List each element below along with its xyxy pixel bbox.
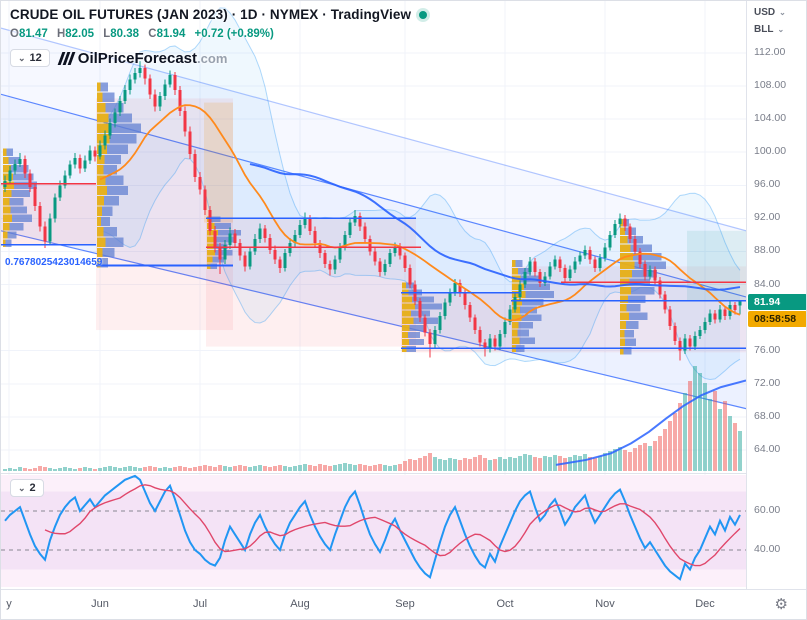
oscillator-tick-label: 60.00 <box>754 504 781 516</box>
change-value: +0.72 (+0.89%) <box>194 28 274 40</box>
price-tick-label: 64.00 <box>754 443 781 455</box>
high-label: H <box>56 28 66 40</box>
pane-separator[interactable] <box>1 473 746 474</box>
time-tick-label: Jun <box>91 598 109 610</box>
symbol-title[interactable]: CRUDE OIL FUTURES (JAN 2023) · 1D · NYME… <box>10 7 412 22</box>
price-tick-label: 92.00 <box>754 211 781 224</box>
chevron-down-icon: ⌄ <box>777 25 785 34</box>
fib-level-label[interactable]: 0.7678025423014659 <box>5 257 103 269</box>
ohlc-readout: O81.47 H82.05 L80.38 C81.94 +0.72 (+0.89… <box>10 28 427 40</box>
time-tick-label: Oct <box>496 598 514 610</box>
price-tick-label: 108.00 <box>754 79 787 91</box>
time-tick-label: Jul <box>192 598 208 610</box>
main-pane-indicators-toggle[interactable]: ⌄ 12 <box>10 49 50 67</box>
gear-icon[interactable]: ⚙ <box>774 596 788 613</box>
unit-selector[interactable]: BLL ⌄ <box>754 24 784 35</box>
low-value: 80.38 <box>110 28 140 40</box>
chevron-down-icon: ⌄ <box>18 482 26 493</box>
price-tick-label: 72.00 <box>754 376 781 389</box>
price-tick-label: 96.00 <box>754 178 781 191</box>
open-label: O <box>10 28 19 40</box>
chart-legend: CRUDE OIL FUTURES (JAN 2023) · 1D · NYME… <box>10 7 428 67</box>
currency-selector[interactable]: USD ⌄ <box>754 7 786 18</box>
logo-name: OilPriceForecast <box>77 49 198 67</box>
low-label: L <box>103 28 111 40</box>
oscillator-tick-label: 40.00 <box>754 543 781 555</box>
price-scale[interactable]: USD ⌄ BLL ⌄ 81.94 08:58:58 112.00 108.00 1… <box>746 1 806 589</box>
logo-slashes-icon <box>57 51 76 65</box>
time-tick-label: Nov <box>595 598 615 610</box>
time-axis[interactable]: ⚙ y Jun Jul Aug Sep Oct Nov Dec <box>1 589 806 619</box>
currency-label: USD <box>754 7 776 18</box>
price-tick-label: 104.00 <box>754 112 787 125</box>
price-tick-label: 84.00 <box>754 277 781 290</box>
countdown-badge: 08:58:58 <box>748 310 806 327</box>
main-indicators-count: 12 <box>29 52 42 64</box>
time-tick-label: Aug <box>290 598 310 610</box>
price-tick-label: 88.00 <box>754 244 781 257</box>
oilpriceforecast-logo: OilPriceForecast .com <box>57 49 228 67</box>
osc-indicators-count: 2 <box>29 482 36 494</box>
chevron-down-icon: ⌄ <box>779 8 786 17</box>
time-tick-label: Sep <box>395 598 415 610</box>
unit-label: BLL <box>754 24 774 35</box>
chart-canvas[interactable] <box>1 1 746 589</box>
price-tick-label: 76.00 <box>754 343 781 356</box>
price-tick-label: 112.00 <box>754 45 786 58</box>
close-label: C <box>148 28 157 40</box>
last-price-badge: 81.94 <box>748 293 806 310</box>
open-value: 81.47 <box>18 28 48 40</box>
market-status-icon <box>419 10 428 19</box>
osc-pane-indicators-toggle[interactable]: ⌄ 2 <box>10 479 44 497</box>
time-tick-label: Dec <box>695 598 715 610</box>
price-tick-label: 68.00 <box>754 409 781 422</box>
price-tick-label: 100.00 <box>754 145 787 158</box>
close-value: 81.94 <box>156 28 186 40</box>
chevron-down-icon: ⌄ <box>18 52 26 63</box>
time-tick-label: y <box>6 598 12 610</box>
high-value: 82.05 <box>65 28 95 40</box>
logo-tld: .com <box>197 50 228 66</box>
